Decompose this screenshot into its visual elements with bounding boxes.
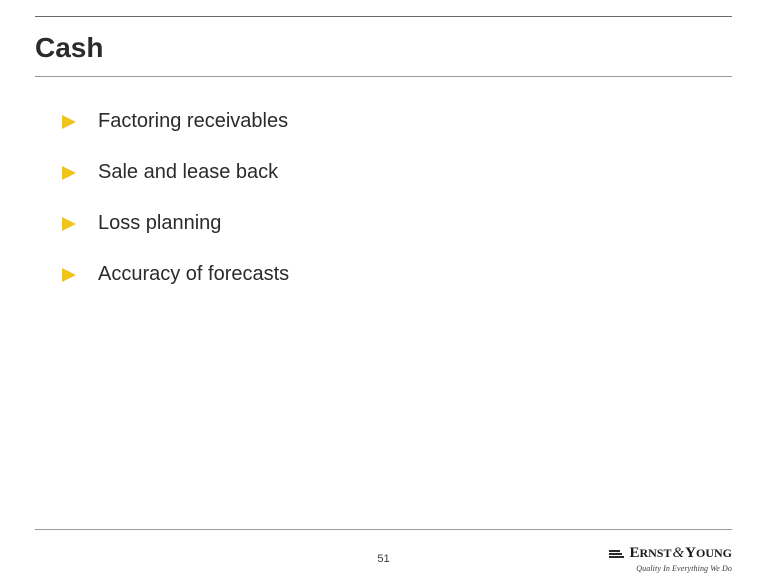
logo-tagline: Quality In Everything We Do [609,564,732,573]
triangle-bullet-icon [62,217,76,231]
bullet-text: Factoring receivables [98,110,288,133]
top-divider [35,16,732,17]
slide-title: Cash [35,32,103,64]
list-item: Loss planning [62,212,289,235]
logo-part: E [629,545,639,561]
logo-bars-icon [609,550,624,558]
logo-part: OUNG [696,546,732,560]
list-item: Accuracy of forecasts [62,263,289,286]
bullet-text: Sale and lease back [98,161,278,184]
triangle-bullet-icon [62,166,76,180]
slide: Cash Factoring receivables Sale and leas… [0,0,767,587]
logo-text: ERNST&YOUNG [629,545,732,562]
title-divider [35,76,732,77]
bullet-text: Loss planning [98,212,221,235]
triangle-bullet-icon [62,268,76,282]
bullet-list: Factoring receivables Sale and lease bac… [62,110,289,314]
bullet-text: Accuracy of forecasts [98,263,289,286]
triangle-bullet-icon [62,115,76,129]
logo-main: ERNST&YOUNG [609,545,732,562]
logo-ampersand: & [671,545,685,561]
list-item: Sale and lease back [62,161,289,184]
company-logo: ERNST&YOUNG Quality In Everything We Do [609,545,732,573]
footer-divider [35,529,732,530]
logo-part: Y [685,545,696,561]
logo-part: RNST [639,546,671,560]
list-item: Factoring receivables [62,110,289,133]
